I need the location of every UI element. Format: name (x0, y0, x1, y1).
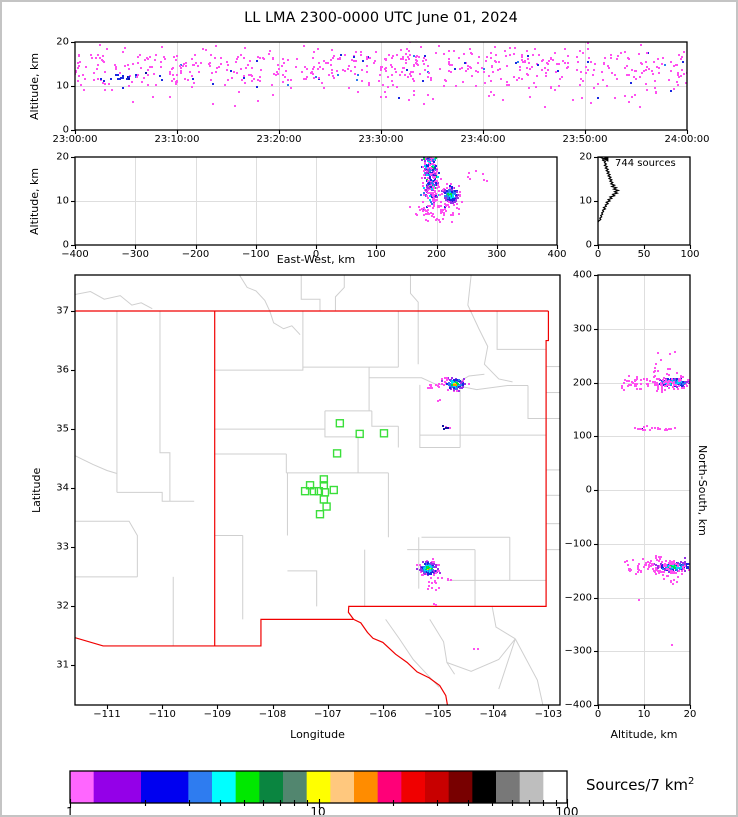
tick-label: −110 (148, 709, 176, 720)
ew-panel-xlabel: East-West, km (276, 253, 356, 266)
map-xlabel: Longitude (290, 728, 345, 741)
ns-panel-xlabel: Altitude, km (610, 728, 678, 741)
tick-label: 20 (683, 709, 697, 720)
tick-label: 10 (56, 195, 69, 207)
map-ylabel: Latitude (30, 467, 43, 513)
tick-label: 10 (637, 709, 651, 720)
tick-label: −109 (203, 709, 232, 720)
colorbar-tick-1: 1 (66, 805, 74, 817)
tick-label: 23:50:00 (562, 134, 608, 145)
tick-label: 20 (579, 151, 592, 163)
tick-label: 10 (56, 80, 69, 92)
tick-label: −100 (242, 249, 270, 260)
tick-label: 35 (56, 423, 69, 435)
tick-label: 20 (56, 151, 69, 163)
tick-label: 0 (62, 239, 69, 251)
ns-panel-ylabel: North-South, km (696, 444, 709, 536)
tick-label: −108 (258, 709, 287, 720)
tick-label: 33 (56, 541, 69, 553)
time-panel-ylabel: Altitude, km (28, 52, 41, 120)
tick-label: −200 (564, 592, 592, 603)
tick-label: 0 (312, 249, 320, 260)
colorbar-title-text: Sources/7 km (586, 776, 688, 794)
figure-title: LL LMA 2300-0000 UTC June 01, 2024 (244, 10, 518, 26)
tick-label: 200 (572, 377, 592, 388)
tick-label: 24:00:00 (664, 134, 710, 145)
tick-label: −300 (564, 645, 592, 657)
tick-label: 31 (56, 659, 69, 671)
tick-label: 23:40:00 (460, 134, 506, 145)
tick-label: 400 (572, 269, 592, 281)
tick-label: −103 (534, 709, 563, 720)
tick-label: 37 (56, 305, 69, 317)
colorbar-tick-10: 10 (310, 805, 326, 817)
colorbar-tick-100: 100 (555, 805, 579, 817)
tick-label: −200 (181, 249, 210, 260)
tick-label: 100 (680, 249, 700, 260)
tick-label: 10 (579, 195, 592, 207)
ew-panel-ylabel: Altitude, km (28, 167, 41, 235)
tick-label: 200 (426, 249, 447, 260)
tick-label: 23:00:00 (52, 134, 98, 145)
tick-label: 23:20:00 (256, 134, 302, 145)
colorbar-title: Sources/7 km2 (586, 776, 694, 794)
tick-label: −105 (424, 709, 452, 720)
tick-label: 0 (62, 124, 69, 136)
tick-label: 23:30:00 (358, 134, 404, 145)
tick-label: 400 (547, 249, 567, 260)
tick-label: 0 (594, 709, 602, 720)
colorbar-title-sup: 2 (688, 776, 695, 787)
tick-label: 20 (56, 36, 69, 48)
tick-label: 34 (56, 482, 69, 494)
tick-label: −400 (564, 699, 592, 711)
source-count-annotation: 744 sources (615, 158, 676, 169)
tick-label: 23:10:00 (154, 134, 200, 145)
tick-label: 100 (366, 249, 386, 260)
tick-label: −111 (93, 709, 121, 720)
tick-label: −400 (61, 249, 89, 260)
tick-label: 32 (56, 600, 69, 612)
tick-label: −300 (121, 249, 149, 260)
tick-label: 0 (594, 249, 602, 260)
tick-label: 300 (572, 323, 592, 335)
tick-label: 300 (487, 249, 507, 260)
tick-label: 50 (637, 249, 651, 260)
tick-label: 0 (585, 484, 592, 496)
tick-label: 100 (572, 430, 592, 442)
tick-label: −106 (369, 709, 397, 720)
tick-label: −100 (564, 538, 592, 550)
tick-label: −104 (479, 709, 507, 720)
tick-label: −107 (313, 709, 342, 720)
tick-label: 0 (585, 239, 592, 251)
tick-label: 36 (56, 364, 69, 376)
